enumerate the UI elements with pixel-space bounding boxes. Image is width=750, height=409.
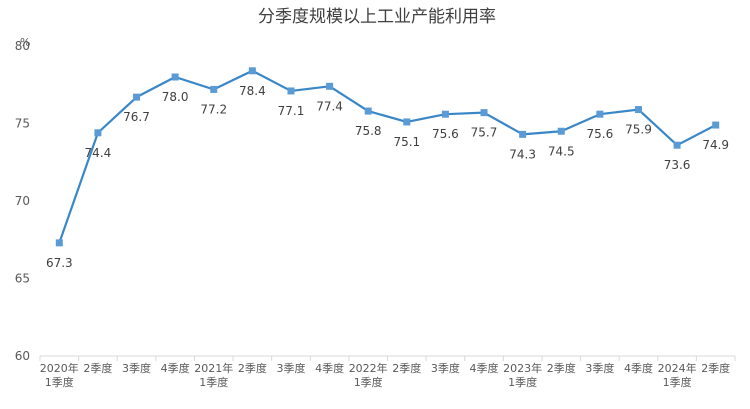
data-label: 73.6: [664, 158, 691, 172]
data-label: 76.7: [123, 110, 150, 124]
x-tick-label: 2季度: [83, 361, 112, 375]
data-label: 77.1: [278, 104, 305, 118]
x-tick-label: 2季度: [701, 361, 730, 375]
y-tick-label: 60: [15, 349, 30, 363]
y-tick-label: 70: [15, 194, 30, 208]
x-tick-label: 4季度: [315, 361, 344, 375]
x-axis-ticks: 2020年 1季度 2季度 3季度 4季度 2021年 1季度 2季度 3季度 4季度 2022年 1…: [40, 361, 730, 389]
data-point: [673, 141, 681, 149]
data-label: 77.4: [316, 99, 343, 113]
data-label: 75.8: [355, 124, 382, 138]
x-tick-label: 2022年 1季度: [349, 361, 388, 389]
x-axis: [39, 355, 736, 361]
data-point: [441, 110, 449, 118]
data-label: 74.5: [548, 144, 575, 158]
data-point: [326, 82, 334, 90]
y-axis-ticks: 60 65 70 75 80: [15, 39, 30, 363]
data-point: [712, 121, 720, 129]
data-label: 75.1: [393, 135, 420, 149]
x-tick-label: 2季度: [238, 361, 267, 375]
data-point: [171, 73, 179, 81]
x-tick-label: 2季度: [392, 361, 421, 375]
data-label: 78.4: [239, 84, 266, 98]
data-label: 75.7: [471, 126, 498, 140]
data-point: [596, 110, 604, 118]
data-point: [55, 239, 63, 247]
y-tick-label: 75: [15, 117, 30, 131]
x-tick-label: 4季度: [470, 361, 499, 375]
data-point: [248, 67, 256, 75]
data-point: [133, 93, 141, 101]
data-label: 77.2: [200, 102, 227, 116]
x-tick-label: 2季度: [547, 361, 576, 375]
data-point: [94, 129, 102, 137]
x-tick-label: 2021年 1季度: [194, 361, 233, 389]
data-label: 78.0: [162, 90, 189, 104]
x-tick-label: 3季度: [431, 361, 460, 375]
data-label: 67.3: [46, 256, 73, 270]
data-label: 74.9: [702, 138, 729, 152]
data-label: 75.6: [587, 127, 614, 141]
x-tick-label: 3季度: [276, 361, 305, 375]
x-tick-label: 3季度: [585, 361, 614, 375]
data-point: [364, 107, 372, 115]
chart-title: 分季度规模以上工业产能利用率: [258, 7, 496, 27]
x-tick-label: 3季度: [122, 361, 151, 375]
data-label: 75.6: [432, 127, 459, 141]
data-point: [403, 118, 411, 126]
series-line-group: [58, 69, 717, 244]
data-point: [287, 87, 295, 95]
x-tick-label: 2024年 1季度: [658, 361, 697, 389]
data-label: 75.9: [625, 123, 652, 137]
x-tick-label: 4季度: [161, 361, 190, 375]
data-labels: 67.3 74.4 76.7 78.0 77.2 78.4 77.1 77.4 75.8 75.1…: [46, 84, 729, 270]
y-axis-unit: %: [20, 36, 30, 49]
data-point: [519, 130, 527, 138]
data-point: [210, 85, 218, 93]
data-label: 74.4: [85, 146, 112, 160]
x-tick-label: 2020年 1季度: [40, 361, 79, 389]
x-tick-label: 2023年 1季度: [503, 361, 542, 389]
y-tick-label: 80: [15, 39, 30, 53]
data-point: [557, 127, 565, 135]
data-points: [55, 67, 720, 247]
series-line: [58, 69, 717, 244]
y-tick-label: 65: [15, 272, 30, 286]
data-point: [634, 106, 642, 114]
data-label: 74.3: [509, 147, 536, 161]
data-point: [480, 109, 488, 117]
x-tick-label: 4季度: [624, 361, 653, 375]
